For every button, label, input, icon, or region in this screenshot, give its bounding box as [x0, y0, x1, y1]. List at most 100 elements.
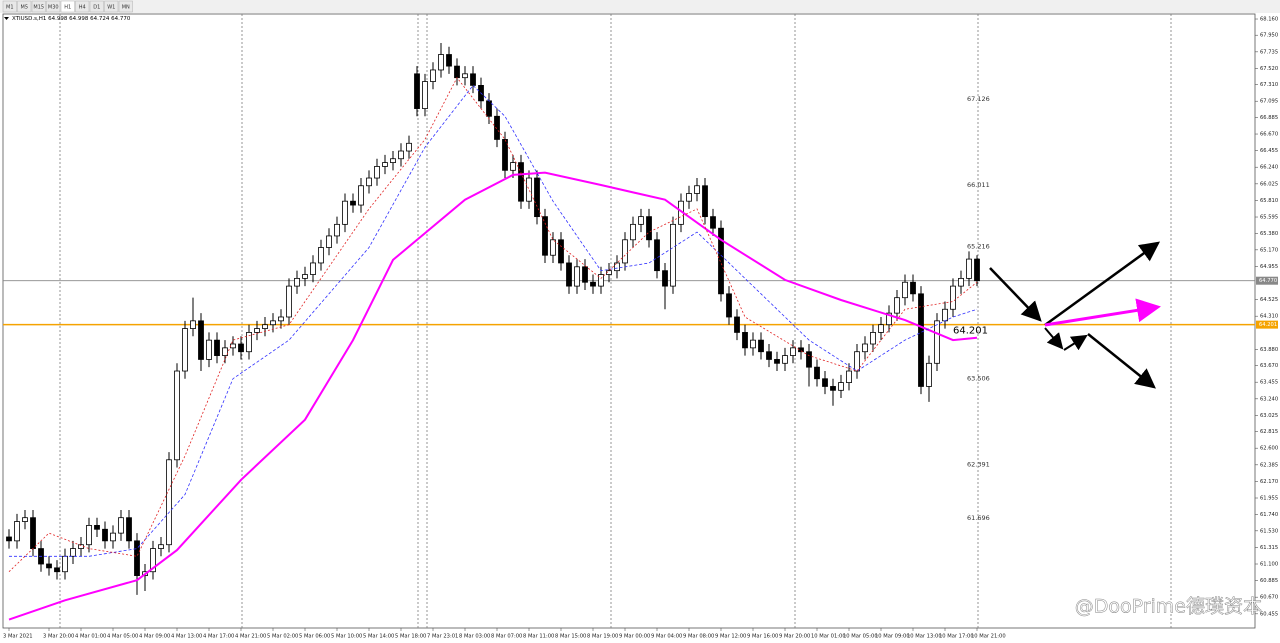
candle-body: [918, 293, 924, 387]
x-tick-label: 10 Mar 17:00: [939, 634, 974, 640]
y-tick-label: 62.385: [1260, 462, 1278, 468]
timeframe-label[interactable]: H4: [79, 4, 86, 10]
candle-body: [526, 177, 532, 202]
level-price-box: [1256, 320, 1278, 329]
timeframe-label[interactable]: D1: [93, 4, 100, 10]
candle-body: [270, 320, 276, 326]
x-tick-label: 9 Mar 20:00: [779, 634, 810, 640]
timeframe-label[interactable]: MN: [122, 4, 130, 10]
price-annotation: 63.506: [967, 374, 990, 382]
x-tick-label: 8 Mar 07:00: [491, 634, 522, 640]
candle-body: [110, 532, 116, 542]
x-tick-label: 4 Mar 09:00: [139, 634, 170, 640]
candle-body: [766, 351, 772, 360]
candle-body: [150, 548, 156, 573]
x-tick-label: 5 Mar 14:00: [363, 634, 394, 640]
candle-body: [22, 517, 28, 522]
timeframe-label[interactable]: H1: [64, 4, 71, 10]
candle-body: [694, 185, 700, 194]
candle-body: [302, 274, 308, 279]
candle-body: [894, 297, 900, 314]
candle-body: [486, 100, 492, 117]
price-annotation: 61.696: [967, 514, 990, 522]
candle-body: [70, 548, 76, 557]
candle-body: [206, 339, 212, 360]
candle-body: [198, 320, 204, 360]
timeframe-label[interactable]: W1: [107, 4, 115, 10]
candle-body: [542, 216, 548, 256]
collapse-icon: [4, 17, 9, 20]
timeframe-tab[interactable]: [104, 0, 119, 13]
candle-body: [518, 162, 524, 202]
y-tick-label: 65.810: [1260, 198, 1278, 204]
candle-body: [862, 343, 868, 353]
timeframe-tab[interactable]: [60, 0, 75, 13]
candle-body: [326, 235, 332, 248]
candle-body: [974, 258, 980, 282]
timeframe-label[interactable]: M1: [6, 4, 14, 10]
candle-body: [950, 285, 956, 310]
timeframe-tab[interactable]: [75, 0, 90, 13]
x-tick-label: 3 Mar 2021: [3, 634, 33, 640]
x-tick-label: 9 Mar 12:00: [715, 634, 746, 640]
timeframe-label[interactable]: M5: [21, 4, 29, 10]
y-tick-label: 60.455: [1260, 611, 1278, 617]
candle-body: [710, 216, 716, 229]
y-tick-label: 61.315: [1260, 545, 1278, 551]
moving-average: [8, 171, 978, 621]
timeframe-label[interactable]: M30: [48, 4, 59, 10]
x-tick-label: 8 Mar 15:00: [555, 634, 586, 640]
candle-body: [446, 54, 452, 67]
candle-body: [102, 528, 108, 542]
y-tick-label: 63.880: [1260, 347, 1278, 353]
candle-body: [502, 139, 508, 171]
timeframe-tab[interactable]: [2, 0, 17, 13]
candle-body: [854, 351, 860, 372]
y-tick-label: 65.170: [1260, 247, 1278, 253]
y-tick-label: 67.950: [1260, 33, 1278, 39]
candle-body: [582, 266, 588, 283]
candle-body: [574, 266, 580, 287]
drawn-arrows: [989, 241, 1161, 389]
y-tick-label: 66.025: [1260, 181, 1278, 187]
candle-body: [310, 262, 316, 275]
candle-body: [942, 308, 948, 322]
candle-body: [750, 339, 756, 349]
arrow: [1044, 327, 1064, 350]
candle-body: [902, 281, 908, 299]
timeframe-tab[interactable]: [46, 0, 61, 13]
candle-body: [830, 386, 836, 391]
x-tick-label: 9 Mar 08:00: [683, 634, 714, 640]
candle-body: [342, 200, 348, 225]
candle-body: [318, 247, 324, 264]
y-tick-label: 67.310: [1260, 82, 1278, 88]
arrow: [1063, 334, 1088, 351]
timeframe-tab[interactable]: [89, 0, 104, 13]
candle-body: [454, 65, 460, 79]
x-tick-label: 3 Mar 20:00: [43, 634, 74, 640]
timeframe-tab[interactable]: [31, 0, 46, 13]
candle-body: [86, 525, 92, 546]
candle-body: [286, 285, 292, 318]
candle-body: [534, 177, 540, 218]
x-tick-label: 8 Mar 11:00: [523, 634, 554, 640]
x-tick-label: 8 Mar 03:00: [459, 634, 490, 640]
y-tick-label: 62.170: [1260, 479, 1278, 485]
candle-body: [798, 347, 804, 353]
timeframe-label[interactable]: M15: [33, 4, 44, 10]
candle-body: [294, 277, 300, 287]
candle-body: [910, 281, 916, 295]
candle-body: [94, 525, 100, 530]
y-tick-label: 65.595: [1260, 215, 1278, 221]
timeframe-tab[interactable]: [118, 0, 133, 13]
candle-body: [934, 320, 940, 364]
candle-body: [350, 200, 356, 206]
candle-body: [886, 312, 892, 326]
candle-body: [238, 343, 244, 353]
timeframe-tab[interactable]: [17, 0, 32, 13]
level-label: 64.201: [953, 326, 988, 337]
candle-body: [470, 73, 476, 86]
candle-body: [174, 370, 180, 461]
y-tick-label: 63.240: [1260, 396, 1278, 402]
